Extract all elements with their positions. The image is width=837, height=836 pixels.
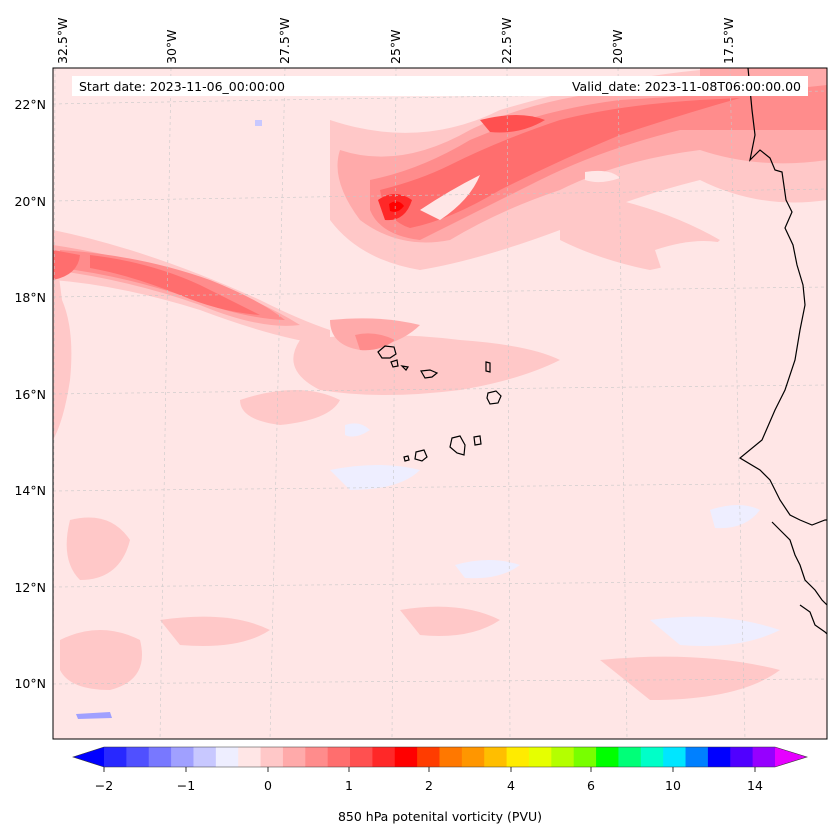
lat-label: 10°N <box>14 676 46 691</box>
colorbar-tick-label: 6 <box>587 778 595 793</box>
colorbar-under-arrow <box>73 747 104 767</box>
colorbar-cell <box>461 747 485 767</box>
latitude-labels: 22°N 20°N 18°N 16°N 14°N 12°N 10°N <box>14 97 46 691</box>
colorbar-cells <box>104 747 776 767</box>
colorbar-cell <box>171 747 194 767</box>
colorbar-ticks: −2 −1 0 1 2 4 6 10 14 <box>95 767 763 793</box>
colorbar-cell <box>260 747 284 767</box>
colorbar-cell <box>282 747 306 767</box>
map-frame <box>52 67 828 740</box>
colorbar-cell <box>327 747 351 767</box>
colorbar-cell <box>618 747 642 767</box>
lon-label: 20°W <box>610 29 625 64</box>
colorbar-tick-label: 14 <box>747 778 763 793</box>
colorbar-cell <box>394 747 418 767</box>
colorbar-cell <box>350 747 373 767</box>
colorbar-cell <box>417 747 440 767</box>
lat-label: 16°N <box>14 387 46 402</box>
lat-label: 22°N <box>14 97 46 112</box>
colorbar-cell <box>730 747 754 767</box>
colorbar-tick-label: 1 <box>345 778 353 793</box>
colorbar-tick-label: 4 <box>507 778 515 793</box>
colorbar-over-arrow <box>775 747 807 767</box>
colorbar-cell <box>215 747 239 767</box>
date-banner <box>72 76 808 96</box>
colorbar-tick-label: −1 <box>177 778 195 793</box>
lon-label: 22.5°W <box>499 18 514 64</box>
colorbar-cell <box>506 747 530 767</box>
cape-verde-islands <box>377 345 502 462</box>
map-panel: Start date: 2023-11-06_00:00:00 Valid_da… <box>53 68 827 739</box>
colorbar-cell <box>484 747 508 767</box>
colorbar-cell <box>104 747 127 767</box>
colorbar-cell <box>640 747 664 767</box>
colorbar-cell <box>528 747 552 767</box>
colorbar-cell <box>551 747 575 767</box>
colorbar-cell <box>439 747 463 767</box>
lat-label: 20°N <box>14 194 46 209</box>
colorbar-cell <box>126 747 150 767</box>
colorbar-cell <box>305 747 329 767</box>
colorbar-cell <box>193 747 217 767</box>
colorbar-cell <box>685 747 709 767</box>
colorbar-tick-label: 2 <box>425 778 433 793</box>
gambia-coastline <box>771 521 827 606</box>
lon-label: 32.5°W <box>55 18 70 64</box>
colorbar-tick-label: 0 <box>264 778 272 793</box>
colorbar-cell <box>752 747 776 767</box>
lon-label: 30°W <box>164 29 179 64</box>
lat-label: 12°N <box>14 580 46 595</box>
colorbar-cell <box>148 747 172 767</box>
colorbar-label: 850 hPa potenital vorticity (PVU) <box>338 809 542 824</box>
colorbar-tick-label: −2 <box>95 778 113 793</box>
colorbar-cell <box>707 747 731 767</box>
africa-coastline <box>738 68 827 526</box>
guinea-coastline <box>799 604 827 635</box>
colorbar-cell <box>372 747 396 767</box>
colorbar-cell <box>596 747 619 767</box>
pv-field <box>53 68 827 719</box>
lon-label: 25°W <box>388 29 403 64</box>
colorbar-cell <box>573 747 597 767</box>
colorbar-cell <box>663 747 687 767</box>
colorbar: −2 −1 0 1 2 4 6 10 14 850 hPa potenital vorticit… <box>72 746 809 824</box>
start-date-label: Start date: 2023-11-06_00:00:00 <box>79 79 285 94</box>
longitude-labels: 32.5°W 30°W 27.5°W 25°W 22.5°W 20°W 17.5… <box>55 18 736 64</box>
lat-label: 18°N <box>14 290 46 305</box>
lon-label: 17.5°W <box>721 18 736 64</box>
colorbar-tick-label: 10 <box>665 778 681 793</box>
valid-date-label: Valid_date: 2023-11-08T06:00:00.00 <box>572 79 801 94</box>
lon-label: 27.5°W <box>277 18 292 64</box>
lat-label: 14°N <box>14 483 46 498</box>
colorbar-cell <box>238 747 262 767</box>
